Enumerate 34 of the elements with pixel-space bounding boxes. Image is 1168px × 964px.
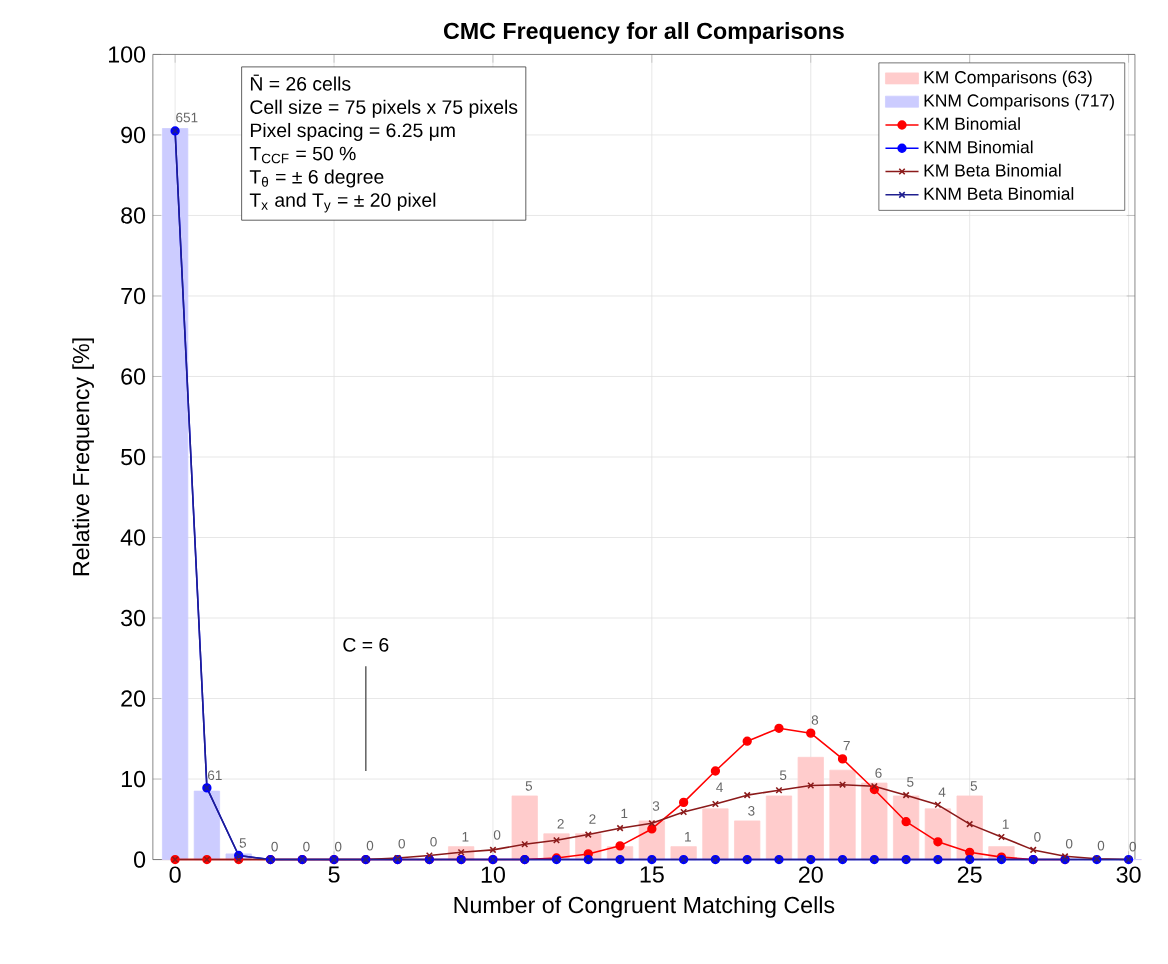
- x-tick-label: 15: [640, 866, 664, 883]
- y-tick-label: 100: [109, 45, 146, 63]
- legend-label: KM Comparisons (63): [924, 70, 1092, 87]
- x-tick-label: 20: [798, 866, 823, 883]
- annotation: T$_{θ}$ = ± 6 degree: [249, 169, 384, 188]
- legend-label: KNM Binomial: [924, 140, 1033, 154]
- y-tick-label: 70: [121, 287, 146, 304]
- y-tick-label: 60: [121, 367, 146, 385]
- legend-label: KNM Comparisons (717): [924, 93, 1114, 110]
- y-tick-label: 80: [121, 206, 146, 224]
- annotation: N̄ = 26 cells: [250, 74, 351, 91]
- y-tick-label: 10: [121, 770, 146, 787]
- x-axis-title: Number of Congruent Matching Cells: [454, 895, 835, 918]
- y-tick-label: 40: [120, 529, 146, 546]
- annotation: Pixel spacing = 6.25 μm: [250, 122, 455, 141]
- y-tick-label: 20: [121, 690, 146, 707]
- legend-label: KM Binomial: [924, 116, 1020, 130]
- chart-title: CMC Frequency for all Comparisons: [443, 21, 844, 44]
- annotation: T$_{x}$ and T$_{y}$ = ± 20 pixel: [249, 192, 436, 213]
- x-tick-label: 0: [169, 866, 181, 883]
- annotation: T$_{CCF}$ = 50 %: [249, 146, 356, 163]
- y-tick-label: 90: [121, 126, 146, 143]
- annotation: Cell size = 75 pixels x 75 pixels: [250, 99, 518, 118]
- y-axis-title: Relative Frequency [%]: [72, 338, 94, 575]
- y-tick-label: 50: [121, 448, 146, 465]
- x-tick-label: 30: [1116, 866, 1141, 883]
- x-tick-label: 25: [957, 866, 982, 883]
- y-tick-label: 30: [121, 609, 146, 626]
- x-tick-label: 10: [481, 866, 505, 883]
- legend-label: KNM Beta Binomial: [924, 186, 1074, 200]
- y-tick-label: 0: [134, 851, 146, 868]
- x-tick-label: 5: [328, 866, 340, 883]
- ref-line-label: C = 6: [343, 637, 389, 652]
- legend-label: KM Beta Binomial: [924, 163, 1061, 177]
